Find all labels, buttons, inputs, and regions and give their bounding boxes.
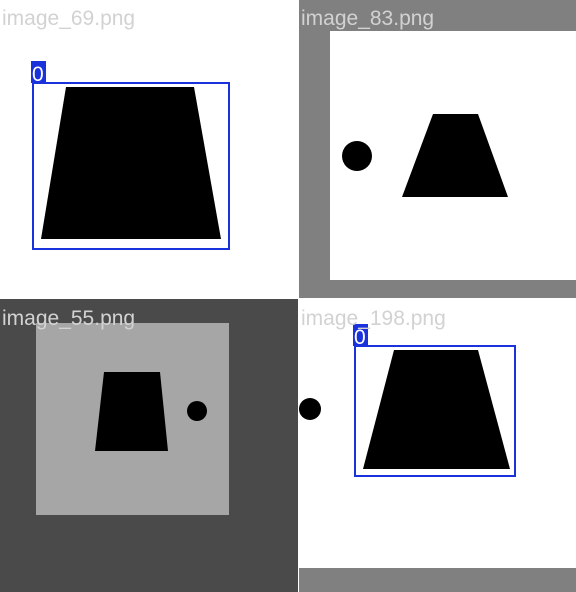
- tile-image-55: image_55.png: [0, 299, 298, 592]
- circle-shape: [299, 398, 321, 420]
- trapezoid-shape: [363, 350, 510, 469]
- circle-shape: [187, 401, 207, 421]
- detection-tag: [353, 324, 368, 346]
- trapezoid-shape: [41, 87, 221, 239]
- tile-filename-label: image_198.png: [301, 307, 446, 330]
- tile-filename-label: image_55.png: [2, 307, 135, 330]
- detection-class-label: 0: [354, 326, 366, 349]
- circle-shape: [342, 141, 372, 171]
- trapezoid-shape: [95, 372, 168, 451]
- tile-image-198: 0 image_198.png: [299, 299, 576, 592]
- tile-image-83: image_83.png: [299, 0, 576, 298]
- bottom-border-band: [299, 568, 576, 592]
- tile-filename-label: image_69.png: [2, 7, 135, 30]
- detection-box: [354, 345, 516, 477]
- detection-box: [32, 82, 230, 250]
- detection-tag: [31, 61, 46, 83]
- tile-filename-label: image_83.png: [301, 7, 434, 30]
- detection-class-label: 0: [32, 63, 44, 86]
- trapezoid-shape: [402, 114, 508, 197]
- tile-image-69: 0 image_69.png: [0, 0, 298, 298]
